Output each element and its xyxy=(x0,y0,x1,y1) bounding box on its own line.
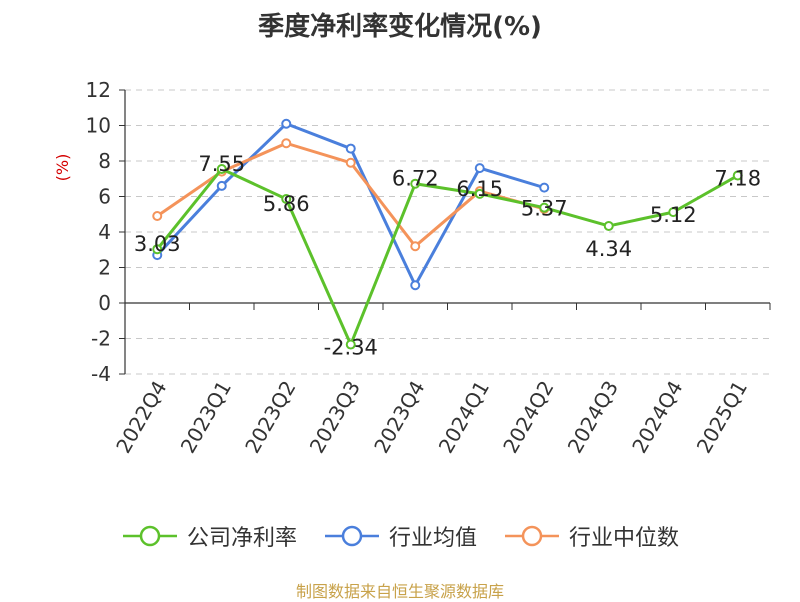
data-label: 6.15 xyxy=(456,177,503,201)
source-note: 制图数据来自恒生聚源数据库 xyxy=(295,582,504,601)
legend-item: 公司净利率 xyxy=(121,520,297,552)
data-point xyxy=(603,220,614,231)
data-label: 5.37 xyxy=(521,197,568,221)
data-point xyxy=(281,118,292,129)
legend-swatch xyxy=(505,525,559,547)
y-tick-label: 8 xyxy=(98,149,111,173)
legend-label: 公司净利率 xyxy=(186,526,297,551)
data-point xyxy=(410,280,421,291)
data-label: 5.12 xyxy=(650,203,697,227)
x-tick-label: 2024Q1 xyxy=(434,377,494,458)
data-label: 3.03 xyxy=(134,232,181,256)
y-axis-label: (%) xyxy=(53,154,72,182)
legend-label: 行业中位数 xyxy=(569,526,680,551)
legend-item: 行业均值 xyxy=(323,520,477,552)
data-point xyxy=(474,163,485,174)
data-point xyxy=(474,188,485,199)
data-point xyxy=(345,157,356,168)
data-point xyxy=(152,244,163,255)
x-tick-label: 2025Q1 xyxy=(692,377,752,458)
data-point xyxy=(281,193,292,204)
data-label: 7.18 xyxy=(714,167,761,191)
data-label: -2.34 xyxy=(324,336,378,360)
data-point xyxy=(281,138,292,149)
data-point xyxy=(345,143,356,154)
label-layer: 3.03 7.55 5.86 -2.34 6.72 6.15 5.37 4.34 5.12 7.1… xyxy=(134,152,761,360)
x-tick-label: 2024Q4 xyxy=(627,377,687,458)
data-point xyxy=(539,202,550,213)
data-label: 4.34 xyxy=(585,237,632,261)
y-tick-label: 10 xyxy=(86,114,111,138)
y-tick-label: -2 xyxy=(91,327,111,351)
legend-label: 行业均值 xyxy=(388,526,477,551)
y-tick-label: 6 xyxy=(98,185,111,209)
data-label: 6.72 xyxy=(392,167,439,191)
data-label: 5.86 xyxy=(263,192,310,216)
data-label: 7.55 xyxy=(198,152,245,176)
y-tick-label: 2 xyxy=(98,256,111,280)
legend-swatch xyxy=(122,525,177,547)
x-tick-label: 2023Q2 xyxy=(240,377,300,458)
data-point xyxy=(152,211,163,222)
x-tick-label: 2024Q2 xyxy=(498,377,558,458)
legend-swatch xyxy=(324,525,379,547)
series-layer xyxy=(152,118,743,350)
x-tick-label: 2023Q3 xyxy=(305,377,365,458)
y-tick-label: 4 xyxy=(98,220,111,244)
x-tick-label: 2023Q4 xyxy=(369,377,429,458)
legend: 公司净利率 行业均值 行业中位数 xyxy=(0,520,800,552)
chart-title: 季度净利率变化情况(%) xyxy=(258,12,542,42)
y-tick-label: 12 xyxy=(86,78,111,102)
y-tick-label: 0 xyxy=(98,291,111,315)
legend-item: 行业中位数 xyxy=(503,520,679,552)
data-point xyxy=(410,178,421,189)
y-tick-label: -4 xyxy=(91,362,111,386)
data-point xyxy=(216,163,227,174)
x-tick-label: 2023Q1 xyxy=(176,377,236,458)
data-point xyxy=(345,339,356,350)
data-point xyxy=(410,241,421,252)
x-tick-label: 2022Q4 xyxy=(111,377,171,458)
data-point xyxy=(732,170,743,181)
data-point xyxy=(668,207,679,218)
grid-layer xyxy=(125,89,770,375)
data-point xyxy=(216,180,227,191)
data-point xyxy=(539,182,550,193)
x-tick-label: 2024Q3 xyxy=(563,377,623,458)
series-line xyxy=(156,167,739,347)
